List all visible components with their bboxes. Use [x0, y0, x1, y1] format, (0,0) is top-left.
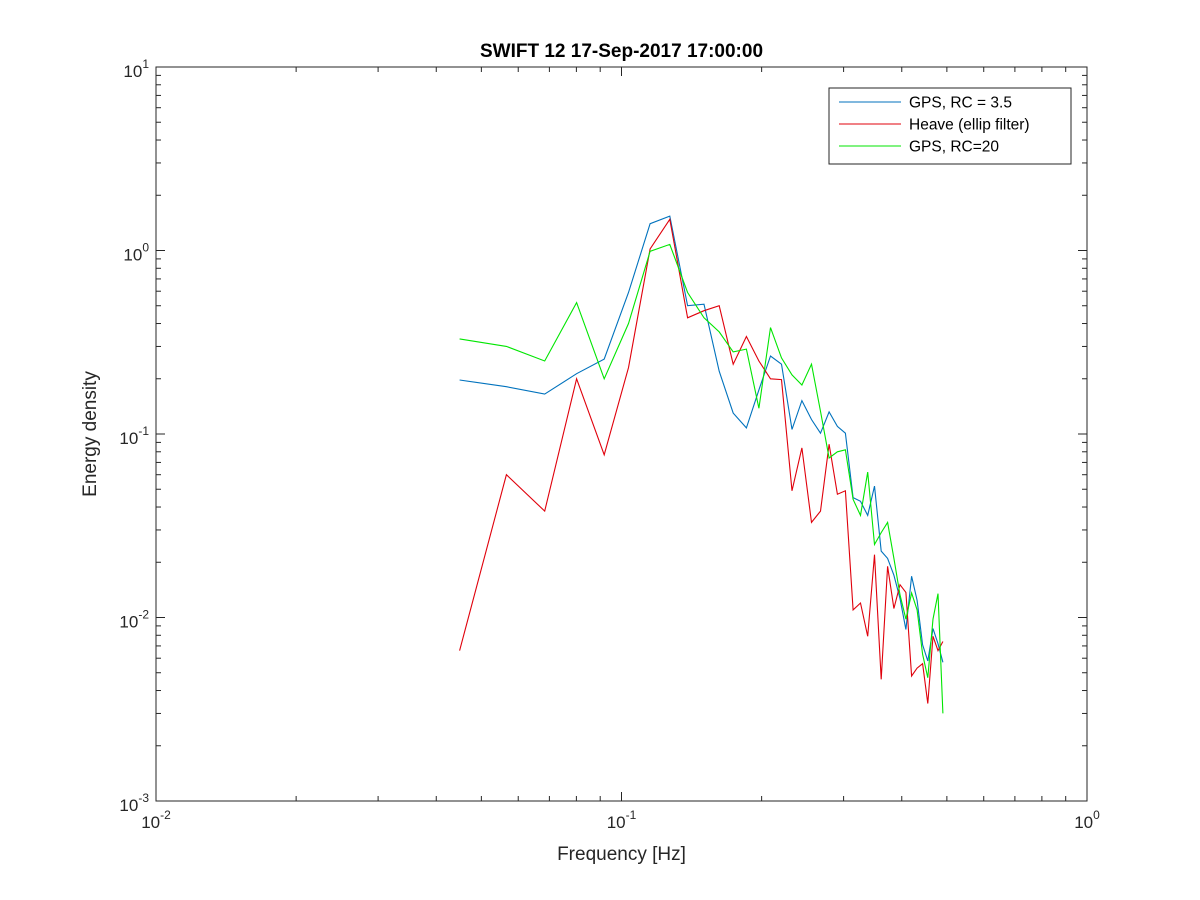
- legend-label-2: Heave (ellip filter): [909, 117, 1030, 134]
- legend-box: [828, 87, 1072, 165]
- plot-area: [155, 66, 1088, 802]
- series-line-2: [459, 217, 944, 704]
- series-lines-layer: [459, 215, 944, 714]
- x-tick-label: 100: [1074, 808, 1100, 832]
- y-tick-label: 10-1: [119, 424, 149, 448]
- x-tick-label: 10-2: [141, 808, 171, 832]
- ticks-layer: [155, 66, 1088, 802]
- x-tick-label: 10-1: [607, 808, 637, 832]
- chart-title: SWIFT 12 17-Sep-2017 17:00:00: [480, 41, 763, 62]
- legend-label-3: GPS, RC=20: [909, 139, 999, 156]
- y-tick-label: 10-2: [119, 608, 149, 632]
- y-tick-label: 100: [123, 241, 149, 265]
- legend: GPS, RC = 3.5 Heave (ellip filter) GPS, RC…: [828, 87, 1072, 165]
- x-axis-label: Frequency [Hz]: [557, 844, 686, 865]
- y-axis-label: Energy density: [80, 371, 101, 497]
- y-tick-label: 101: [123, 57, 149, 81]
- legend-label-1: GPS, RC = 3.5: [909, 95, 1012, 112]
- series-line-1: [459, 215, 944, 663]
- y-tick-label: 10-3: [119, 791, 149, 815]
- series-line-3: [459, 243, 944, 714]
